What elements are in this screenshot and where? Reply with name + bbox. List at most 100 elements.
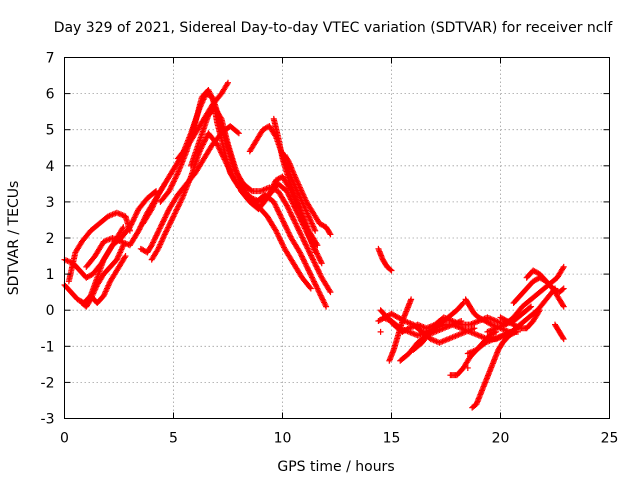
data-point xyxy=(199,142,206,149)
data-point xyxy=(171,176,178,183)
data-point xyxy=(214,141,221,148)
data-point xyxy=(458,318,465,325)
data-point xyxy=(154,231,161,238)
data-point xyxy=(216,145,223,152)
data-point xyxy=(487,320,494,327)
data-point xyxy=(459,301,466,308)
data-point xyxy=(166,221,173,228)
data-point xyxy=(274,230,281,237)
data-point xyxy=(215,143,222,150)
data-point xyxy=(162,213,169,220)
data-point xyxy=(284,226,291,233)
x-tick-label: 0 xyxy=(60,431,69,447)
data-point xyxy=(273,229,280,236)
data-point xyxy=(292,220,299,227)
data-point xyxy=(386,357,393,364)
data-point xyxy=(269,184,276,191)
data-point xyxy=(202,135,209,142)
data-point xyxy=(280,218,287,225)
data-point xyxy=(223,160,230,167)
data-point xyxy=(222,157,229,164)
data-point xyxy=(310,277,317,284)
data-point xyxy=(219,152,226,159)
data-point xyxy=(312,262,319,269)
data-point xyxy=(265,192,272,199)
data-point xyxy=(168,182,175,189)
data-point xyxy=(234,129,241,136)
y-tick-label: -1 xyxy=(41,339,55,355)
data-point xyxy=(214,142,221,149)
data-point xyxy=(307,271,314,278)
data-point xyxy=(155,228,162,235)
data-point xyxy=(160,217,167,224)
data-point xyxy=(317,291,324,298)
data-point xyxy=(230,174,237,181)
data-point xyxy=(150,239,157,246)
data-point xyxy=(301,239,308,246)
data-point xyxy=(285,229,292,236)
x-tick-label: 5 xyxy=(169,431,178,447)
data-point xyxy=(309,274,316,281)
data-point xyxy=(326,287,333,294)
data-point xyxy=(287,210,294,217)
data-point xyxy=(289,215,296,222)
data-point xyxy=(132,211,139,218)
data-point xyxy=(277,212,284,219)
data-point xyxy=(227,168,234,175)
data-point xyxy=(174,205,181,212)
data-point xyxy=(293,221,300,228)
data-point xyxy=(218,149,225,156)
data-point xyxy=(150,238,157,245)
data-point xyxy=(306,268,313,275)
data-point xyxy=(163,211,170,218)
data-point xyxy=(225,164,232,171)
data-point xyxy=(270,182,277,189)
data-point xyxy=(377,328,384,335)
data-point xyxy=(323,303,330,310)
data-point xyxy=(303,263,310,270)
data-point xyxy=(295,227,302,234)
data-point xyxy=(286,208,293,215)
data-point xyxy=(311,259,318,266)
data-point xyxy=(122,253,129,260)
data-point xyxy=(133,210,140,217)
data-point xyxy=(278,238,285,245)
data-point xyxy=(159,220,166,227)
data-point xyxy=(296,228,303,235)
data-point xyxy=(136,226,143,233)
data-point xyxy=(310,258,317,265)
data-point xyxy=(291,219,298,226)
data-point xyxy=(222,159,229,166)
data-point xyxy=(148,242,155,249)
y-tick-label: 1 xyxy=(46,267,55,283)
data-point xyxy=(559,286,566,293)
x-tick-labels: 0 5 10 15 20 25 xyxy=(60,431,618,447)
data-point xyxy=(176,200,183,207)
data-point xyxy=(303,242,310,249)
data-point xyxy=(288,212,295,219)
data-point xyxy=(305,246,312,253)
data-point xyxy=(536,307,543,314)
data-point xyxy=(217,114,224,121)
data-point xyxy=(276,210,283,217)
data-point xyxy=(153,232,160,239)
data-point xyxy=(170,178,177,185)
data-point xyxy=(279,241,286,248)
data-point xyxy=(172,175,179,182)
data-point xyxy=(119,225,126,232)
x-tick-label: 10 xyxy=(274,431,292,447)
data-point xyxy=(314,264,321,271)
data-point xyxy=(177,199,184,206)
data-point xyxy=(321,300,328,307)
y-tick-label: 0 xyxy=(46,303,55,319)
data-point xyxy=(235,130,242,137)
data-point xyxy=(317,257,324,264)
data-point xyxy=(173,207,180,214)
data-point xyxy=(152,233,159,240)
data-point xyxy=(168,183,175,190)
data-point xyxy=(218,150,225,157)
data-point xyxy=(312,227,319,234)
data-point xyxy=(169,216,176,223)
data-point xyxy=(302,241,309,248)
data-point xyxy=(315,253,322,260)
